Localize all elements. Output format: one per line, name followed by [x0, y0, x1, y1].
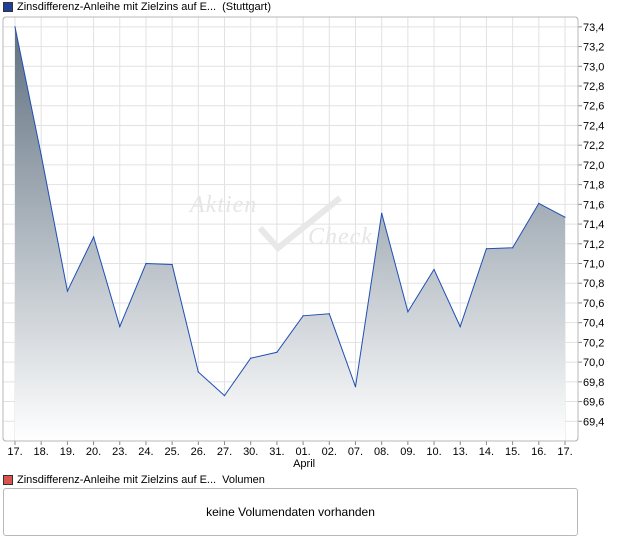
price-point [381, 212, 383, 214]
y-tick-label: 69,6 [583, 397, 604, 409]
x-tick-label: 26. [191, 446, 206, 458]
y-tick-label: 70,0 [583, 357, 604, 369]
x-tick-label: 08. [374, 446, 389, 458]
price-area [15, 26, 565, 442]
price-point [40, 154, 42, 156]
y-tick-label: 72,4 [583, 120, 604, 132]
y-tick-label: 73,4 [583, 22, 604, 34]
x-tick-label: 27. [217, 446, 232, 458]
x-tick-label: 18. [34, 446, 49, 458]
x-tick-label: 02. [322, 446, 337, 458]
x-tick-label: 15. [505, 446, 520, 458]
price-point [197, 371, 199, 373]
y-tick-label: 70,6 [583, 298, 604, 310]
x-tick-label: 23. [112, 446, 127, 458]
price-point [14, 26, 16, 28]
price-point [276, 351, 278, 353]
price-series-swatch [3, 2, 13, 12]
price-point [92, 236, 95, 238]
volume-empty-message: keine Volumendaten vorhanden [206, 505, 375, 519]
price-point [328, 313, 330, 315]
price-point [433, 268, 435, 271]
y-tick-label: 71,2 [583, 239, 604, 251]
price-point [354, 386, 357, 388]
price-point [538, 202, 540, 204]
price-line [14, 26, 566, 397]
y-tick-label: 69,8 [583, 377, 604, 389]
price-series-name: Zinsdifferenz-Anleihe mit Zielzins auf E… [17, 1, 217, 13]
price-point [171, 263, 173, 266]
x-tick-label: 01. [295, 446, 310, 458]
x-tick-label: 09. [400, 446, 415, 458]
x-tick-label: 20. [86, 446, 101, 458]
x-tick-label: 10. [426, 446, 441, 458]
x-tick-label: 24. [138, 446, 153, 458]
x-tick-label: 17. [557, 446, 572, 458]
y-tick-label: 72,8 [583, 81, 604, 93]
price-point [564, 216, 566, 218]
y-tick-label: 71,4 [583, 219, 604, 231]
price-point [485, 248, 488, 250]
price-chart: 73,4 73,2 73,0 72,8 72,6 72,4 72,2 72,0 71,8 71,6… [2, 16, 604, 470]
x-tick-label: 07. [348, 446, 363, 458]
x-tick-label: 19. [60, 446, 75, 458]
volume-series-label: Volumen [222, 474, 265, 486]
price-point [407, 311, 409, 313]
plot-border [2, 16, 579, 442]
x-tick-label: 13. [453, 446, 468, 458]
x-tick-label: 30. [243, 446, 258, 458]
y-tick-label: 73,0 [583, 61, 604, 73]
price-point [302, 315, 304, 317]
price-point [250, 357, 252, 359]
y-tick-label: 72,6 [583, 101, 604, 113]
price-point [66, 290, 68, 292]
price-point [512, 247, 514, 249]
volume-panel: keine Volumendaten vorhanden [3, 488, 578, 536]
volume-series-name: Zinsdifferenz-Anleihe mit Zielzins auf E… [17, 474, 217, 486]
y-tick-label: 70,2 [583, 337, 604, 349]
volume-legend: Zinsdifferenz-Anleihe mit Zielzins auf E… [3, 473, 265, 487]
y-tick-label: 69,4 [583, 416, 604, 428]
y-tick-label: 73,2 [583, 42, 604, 54]
x-tick-label: 31. [269, 446, 284, 458]
y-tick-label: 71,6 [583, 199, 604, 211]
x-month-label: April [293, 458, 315, 470]
x-tick-label: 14. [479, 446, 494, 458]
y-tick-label: 71,8 [583, 180, 604, 192]
x-tick-label: 17. [7, 446, 22, 458]
y-tick-label: 72,0 [583, 160, 604, 172]
price-point [119, 326, 121, 328]
volume-series-swatch [3, 475, 13, 485]
price-point [459, 326, 461, 328]
y-tick-label: 71,0 [583, 259, 604, 271]
price-series-exchange: (Stuttgart) [222, 1, 272, 13]
price-point [145, 262, 147, 265]
price-legend: Zinsdifferenz-Anleihe mit Zielzins auf E… [3, 0, 271, 14]
x-tick-label: 25. [164, 446, 179, 458]
x-tick-label: 16. [531, 446, 546, 458]
y-tick-label: 72,2 [583, 140, 604, 152]
y-tick-label: 70,8 [583, 278, 604, 290]
price-point [223, 395, 226, 397]
y-tick-label: 70,4 [583, 318, 604, 330]
